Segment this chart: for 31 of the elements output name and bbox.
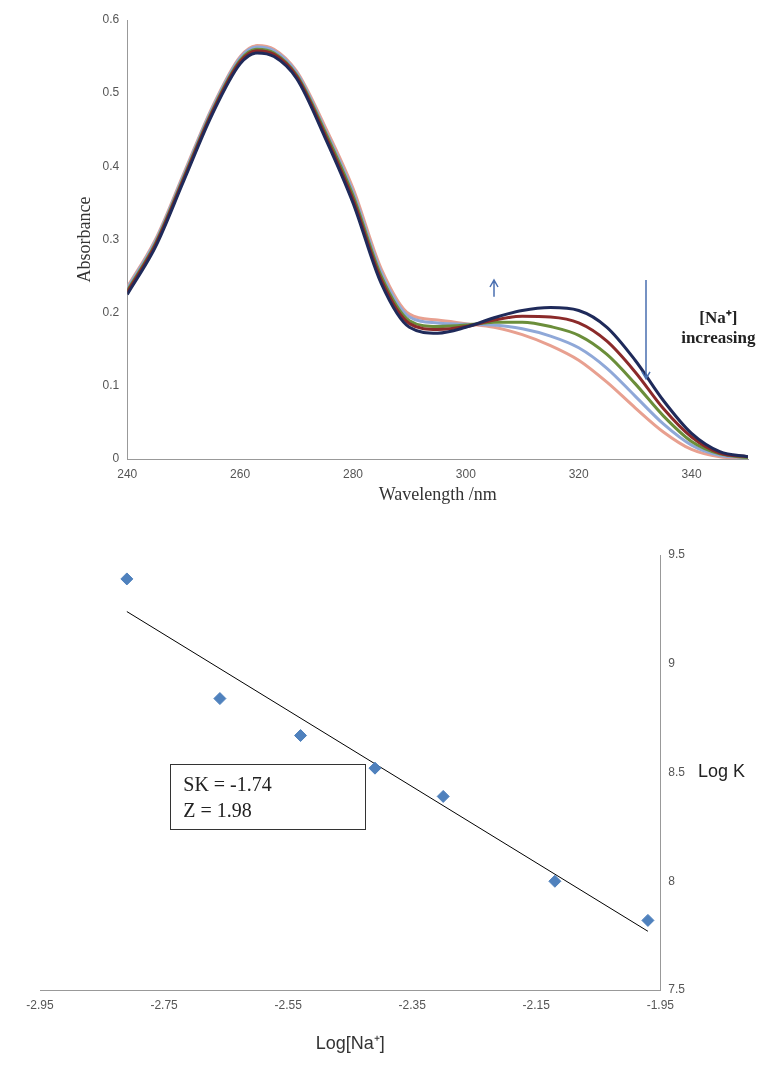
y-tick-label: 9 <box>668 656 676 671</box>
y-tick-label: 0.2 <box>102 304 120 319</box>
x-tick-label: 300 <box>455 466 477 481</box>
y-axis-title: Log K <box>698 761 746 782</box>
y-tick-label: 9.5 <box>668 547 686 562</box>
y-tick-label: 0 <box>112 451 120 466</box>
x-tick-label: -2.15 <box>522 997 551 1012</box>
y-tick-label: 0.5 <box>102 85 120 100</box>
y-tick-label: 0.4 <box>102 158 120 173</box>
x-tick-label: -1.95 <box>646 997 675 1012</box>
y-tick-label: 0.6 <box>102 12 120 27</box>
y-tick-label: 7.5 <box>668 982 686 997</box>
annotation: SK = -1.74 <box>183 771 273 797</box>
x-tick-label: -2.95 <box>26 997 54 1012</box>
y-tick-label: 8.5 <box>668 764 686 779</box>
y-tick-label: 0.1 <box>102 378 120 393</box>
y-axis-title: Absorbance <box>73 196 94 283</box>
x-axis-title: Log[Na⁺] <box>315 1033 385 1054</box>
x-axis-title: Wavelength /nm <box>378 483 497 504</box>
x-tick-label: 240 <box>117 466 138 481</box>
annotation: [Na⁺] increasing <box>680 307 757 349</box>
y-tick-label: 8 <box>668 873 676 888</box>
y-tick-label: 0.3 <box>102 231 120 246</box>
x-tick-label: 320 <box>568 466 590 481</box>
x-tick-label: 340 <box>681 466 702 481</box>
x-tick-label: -2.35 <box>398 997 427 1012</box>
x-tick-label: -2.55 <box>274 997 303 1012</box>
x-tick-label: 260 <box>230 466 251 481</box>
annotation: Z = 1.98 <box>183 797 253 823</box>
x-tick-label: -2.75 <box>150 997 179 1012</box>
x-tick-label: 280 <box>342 466 364 481</box>
